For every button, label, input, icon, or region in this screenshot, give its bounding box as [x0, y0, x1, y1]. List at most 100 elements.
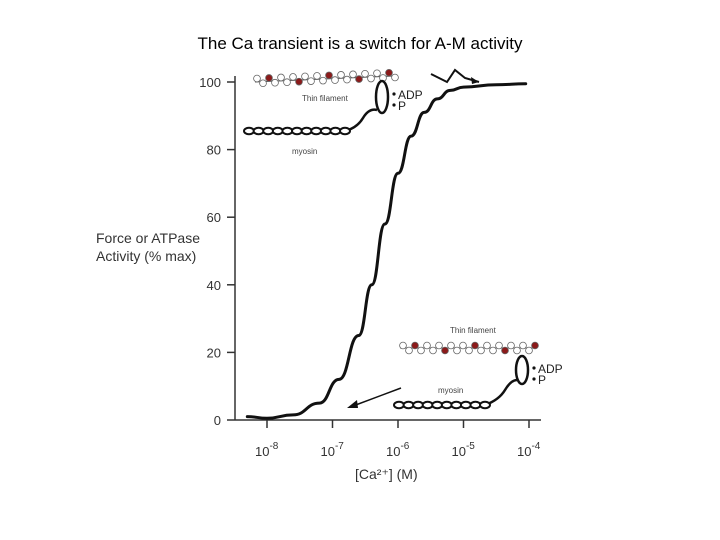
- myosin-head: [374, 79, 390, 115]
- actin-bead: [489, 346, 497, 355]
- actin-bead: [477, 346, 485, 355]
- actin-bead: [271, 78, 279, 87]
- adp-bullet: [532, 366, 536, 370]
- actin-bead: [501, 346, 509, 355]
- actin-bead: [459, 341, 467, 350]
- actin-bead: [343, 75, 351, 84]
- top-arrowhead: [471, 77, 479, 84]
- y-tick-label-80: 80: [207, 143, 221, 158]
- actin-bead: [399, 341, 407, 350]
- myosin-label: myosin: [292, 147, 317, 156]
- myosin-link: [479, 400, 491, 410]
- y-tick-label-100: 100: [199, 75, 221, 90]
- y-axis-title-line-1: Force or ATPase: [96, 230, 200, 246]
- actin-bead: [465, 346, 473, 355]
- actin-bead: [289, 73, 297, 81]
- thin-filament-label: Thin filament: [302, 94, 349, 103]
- actin-bead: [319, 76, 327, 85]
- activated-crossbridge-diagram: Thin filament ADP P myosin: [243, 68, 480, 156]
- myosin-link: [469, 400, 482, 410]
- myosin-link: [393, 400, 405, 410]
- actin-bead: [259, 79, 267, 88]
- myosin-head: [514, 354, 530, 386]
- myosin-link: [319, 126, 332, 136]
- myosin-link: [252, 126, 265, 136]
- actin-bead: [373, 69, 381, 78]
- actin-bead: [423, 341, 431, 350]
- actin-bead: [253, 74, 261, 83]
- myosin-link: [431, 400, 444, 410]
- myosin-link: [339, 126, 351, 136]
- axes: 0 20 40 60 80 100 10-8 10-7 10-6 10-5 10-4: [199, 75, 541, 459]
- actin-bead: [453, 346, 461, 355]
- myosin-link: [262, 126, 275, 136]
- myosin-link: [421, 400, 434, 410]
- actin-bead: [307, 77, 315, 85]
- actin-bead: [391, 73, 399, 82]
- series-line-0: [245, 82, 528, 420]
- myosin-chain: [393, 400, 491, 410]
- phosphate-bullet: [392, 103, 396, 107]
- actin-bead: [337, 71, 345, 79]
- top-pointer-arrow: [430, 68, 480, 84]
- actin-bead: [361, 70, 369, 78]
- myosin-link: [291, 126, 303, 136]
- myosin-link: [329, 126, 342, 136]
- x-tick-label-3: 10-5: [452, 441, 476, 459]
- myosin-link: [300, 126, 313, 136]
- y-tick-label-0: 0: [214, 413, 221, 428]
- actin-bead: [349, 70, 357, 79]
- labels-layer: Force or ATPase Activity (% max) [Ca²⁺] …: [96, 230, 418, 482]
- relaxed-crossbridge-diagram: Thin filament ADP P myosin: [347, 326, 563, 410]
- phosphate-label: P: [538, 373, 546, 387]
- actin-bead: [325, 71, 333, 80]
- figure-panel: 0 20 40 60 80 100 10-8 10-7 10-6 10-5 10-4 Force o…: [95, 62, 565, 484]
- actin-bead: [513, 346, 521, 355]
- myosin-link: [310, 126, 323, 136]
- actin-beads: [253, 68, 399, 88]
- actin-bead: [301, 72, 309, 81]
- actin-bead: [411, 341, 419, 350]
- myosin-chain: [243, 126, 351, 136]
- x-tick-label-4: 10-4: [517, 441, 541, 459]
- curve-layer: [245, 82, 528, 420]
- myosin-link: [412, 400, 425, 410]
- actin-bead: [525, 346, 533, 355]
- bottom-arrowhead: [347, 400, 358, 408]
- adp-label: ADP: [398, 88, 423, 102]
- thin-filament-label: Thin filament: [450, 326, 497, 335]
- myosin-link: [459, 400, 472, 410]
- bottom-pointer-arrow: [352, 387, 402, 407]
- x-tick-label-2: 10-6: [386, 441, 410, 459]
- actin-bead: [405, 346, 413, 355]
- actin-bead: [367, 74, 375, 83]
- myosin-link: [243, 126, 255, 136]
- phosphate-bullet: [532, 377, 536, 381]
- phosphate-label: P: [398, 99, 406, 113]
- actin-bead: [483, 341, 491, 350]
- actin-bead: [283, 78, 291, 86]
- actin-bead: [507, 341, 515, 350]
- actin-bead: [447, 341, 455, 350]
- y-axis-title-line-2: Activity (% max): [96, 248, 196, 264]
- actin-bead: [385, 68, 393, 77]
- actin-bead: [355, 75, 363, 83]
- actin-bead: [295, 77, 303, 86]
- myosin-link: [402, 400, 415, 410]
- adp-label: ADP: [538, 362, 563, 376]
- slide-title: The Ca transient is a switch for A-M act…: [197, 34, 523, 53]
- actin-bead: [265, 74, 273, 82]
- myosin-link: [281, 126, 294, 136]
- myosin-link: [440, 400, 453, 410]
- chart: 0 20 40 60 80 100 10-8 10-7 10-6 10-5 10-4 Force o…: [96, 68, 563, 482]
- myosin-link: [450, 400, 463, 410]
- myosin-label: myosin: [438, 386, 463, 395]
- x-tick-label-1: 10-7: [321, 441, 345, 459]
- actin-bead: [531, 341, 539, 350]
- y-tick-label-60: 60: [207, 210, 221, 225]
- actin-bead: [313, 72, 321, 80]
- actin-bead: [441, 346, 449, 355]
- actin-beads: [399, 341, 539, 355]
- y-tick-label-40: 40: [207, 278, 221, 293]
- actin-bead: [435, 341, 443, 350]
